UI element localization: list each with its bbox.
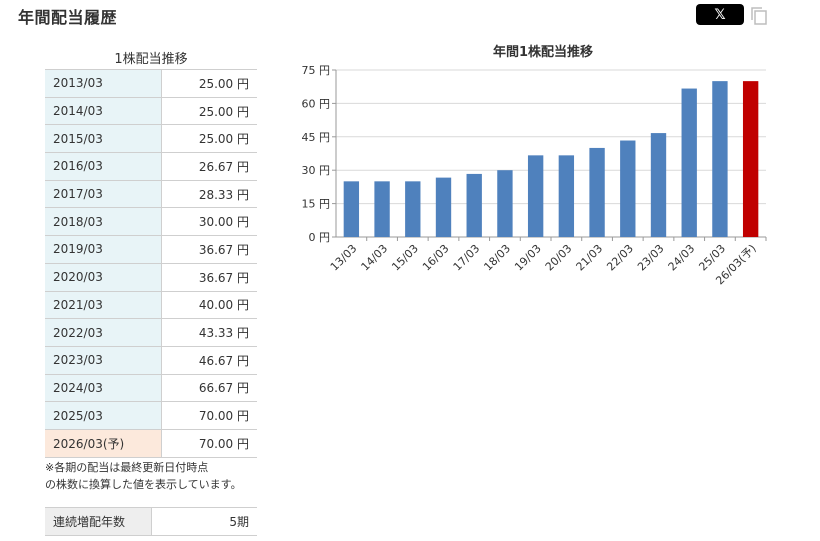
x-tick-label: 16/03	[420, 242, 452, 274]
period-cell: 2020/03	[45, 263, 162, 292]
dividend-value-cell: 25.00 円	[161, 124, 257, 154]
dividend-value-cell: 28.33 円	[161, 180, 257, 209]
bar	[650, 133, 667, 237]
x-tick-label: 18/03	[481, 242, 513, 274]
bar	[620, 140, 636, 237]
table-row: 2017/03 28.33 円	[45, 180, 257, 209]
x-tick-label: 15/03	[389, 242, 421, 274]
x-tick-label: 23/03	[635, 242, 667, 274]
dividend-value-cell: 43.33 円	[161, 318, 257, 347]
period-cell: 2026/03(予)	[45, 429, 162, 458]
bar	[681, 88, 697, 238]
bar	[435, 177, 452, 237]
dividend-value-cell: 36.67 円	[161, 263, 257, 292]
x-logo-icon: 𝕏	[714, 6, 726, 23]
dividend-value-cell: 70.00 円	[161, 401, 257, 430]
period-cell: 2019/03	[45, 235, 162, 264]
table-row: 2025/03 70.00 円	[45, 401, 257, 430]
table-row: 2013/03 25.00 円	[45, 69, 257, 98]
table-row: 2016/03 26.67 円	[45, 152, 257, 181]
page-title: 年間配当履歴	[18, 8, 118, 27]
period-cell: 2018/03	[45, 207, 162, 237]
dividend-table: 2013/03 25.00 円 2014/03 25.00 円 2015/03 25.00…	[45, 69, 257, 458]
x-tick-label: 24/03	[666, 242, 698, 274]
x-tick-label: 22/03	[604, 242, 636, 274]
chart-title: 年間1株配当推移	[493, 44, 593, 60]
dividend-value-cell: 70.00 円	[161, 429, 257, 458]
period-cell: 2015/03	[45, 124, 162, 154]
period-cell: 2023/03	[45, 346, 162, 375]
period-cell: 2022/03	[45, 318, 162, 347]
table-caption: 1株配当推移	[114, 52, 188, 67]
dividend-value-cell: 66.67 円	[161, 374, 257, 403]
dividend-value-cell: 40.00 円	[161, 291, 257, 320]
y-tick-label: 0 円	[309, 231, 331, 244]
dividend-value-cell: 36.67 円	[161, 235, 257, 264]
y-tick-label: 45 円	[302, 131, 331, 144]
table-row: 2015/03 25.00 円	[45, 124, 257, 154]
streak-value: 5期	[151, 507, 257, 536]
copy-icon[interactable]	[750, 6, 768, 26]
period-cell: 2025/03	[45, 401, 162, 430]
dividend-chart: 年間1株配当推移 0 円 15 円 30 円 45 円 60 円 75 円 13/03 14/0…	[302, 44, 767, 287]
bar	[466, 173, 482, 237]
table-row: 2020/03 36.67 円	[45, 263, 257, 292]
dividend-value-cell: 25.00 円	[161, 69, 257, 98]
table-row: 2026/03(予) 70.00 円	[45, 429, 257, 458]
share-x-button[interactable]: 𝕏	[696, 4, 744, 25]
period-cell: 2014/03	[45, 97, 162, 126]
y-tick-label: 15 円	[302, 198, 331, 211]
footnote: ※各期の配当は最終更新日付時点 の株数に換算した値を表示しています。	[45, 459, 275, 493]
table-row: 2014/03 25.00 円	[45, 97, 257, 126]
y-tick-label: 75 円	[302, 64, 331, 77]
x-tick-label: 21/03	[574, 242, 606, 274]
table-row: 2023/03 46.67 円	[45, 346, 257, 375]
table-row: 2019/03 36.67 円	[45, 235, 257, 264]
period-cell: 2021/03	[45, 291, 162, 320]
dividend-value-cell: 30.00 円	[161, 207, 257, 237]
period-cell: 2016/03	[45, 152, 162, 181]
bar	[374, 181, 390, 237]
x-tick-label: 13/03	[328, 242, 360, 274]
bar	[742, 81, 759, 237]
streak-table: 連続増配年数 5期	[45, 507, 257, 536]
period-cell: 2017/03	[45, 180, 162, 209]
y-tick-label: 60 円	[302, 97, 331, 110]
y-tick-label: 30 円	[302, 164, 331, 177]
x-tick-label: 19/03	[512, 242, 544, 274]
dividend-value-cell: 46.67 円	[161, 346, 257, 375]
bar	[527, 155, 544, 237]
x-tick-label: 14/03	[359, 242, 391, 274]
footnote-line: の株数に換算した値を表示しています。	[45, 478, 242, 491]
streak-row: 連続増配年数 5期	[45, 507, 257, 536]
bar	[405, 181, 421, 237]
dividend-value-cell: 25.00 円	[161, 97, 257, 126]
period-cell: 2024/03	[45, 374, 162, 403]
footnote-line: ※各期の配当は最終更新日付時点	[45, 461, 209, 474]
bar	[343, 181, 360, 237]
bar	[497, 170, 513, 237]
table-row: 2024/03 66.67 円	[45, 374, 257, 403]
x-tick-label: 17/03	[451, 242, 483, 274]
table-row: 2022/03 43.33 円	[45, 318, 257, 347]
bar	[589, 147, 605, 237]
period-cell: 2013/03	[45, 69, 162, 98]
x-tick-label: 20/03	[543, 242, 575, 274]
dividend-value-cell: 26.67 円	[161, 152, 257, 181]
table-row: 2021/03 40.00 円	[45, 291, 257, 320]
streak-label: 連続増配年数	[45, 507, 152, 536]
bar	[712, 81, 728, 237]
table-row: 2018/03 30.00 円	[45, 207, 257, 237]
bar	[558, 155, 575, 237]
